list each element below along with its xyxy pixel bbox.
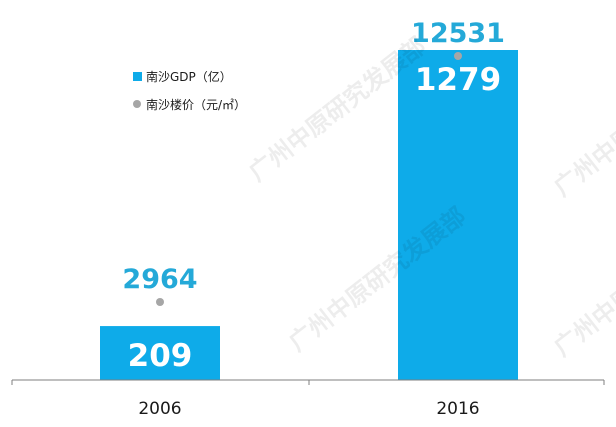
legend-label-price: 南沙楼价（元/㎡）	[146, 97, 246, 112]
legend-label-gdp: 南沙GDP（亿）	[146, 69, 232, 84]
point-label-price-2016: 12531	[411, 18, 505, 49]
bar-gdp-2016	[398, 50, 518, 380]
bar-label-gdp-2006: 209	[128, 338, 193, 374]
ticks-layer: 2006 2016	[11, 380, 605, 419]
point-price-2016	[454, 52, 462, 60]
bars-layer: 209 1279	[100, 50, 518, 380]
bar-gdp-2006	[100, 326, 220, 380]
legend-swatch-price	[133, 100, 141, 108]
point-label-price-2006: 2964	[122, 264, 197, 295]
points-layer: 2964 12531	[122, 18, 505, 306]
x-tick-label-2016: 2016	[436, 399, 479, 419]
bar-label-gdp-2016: 1279	[415, 62, 501, 98]
point-price-2006	[156, 298, 164, 306]
x-tick-label-2006: 2006	[138, 399, 181, 419]
legend: 南沙GDP（亿） 南沙楼价（元/㎡）	[133, 69, 246, 112]
legend-swatch-gdp	[133, 72, 142, 81]
